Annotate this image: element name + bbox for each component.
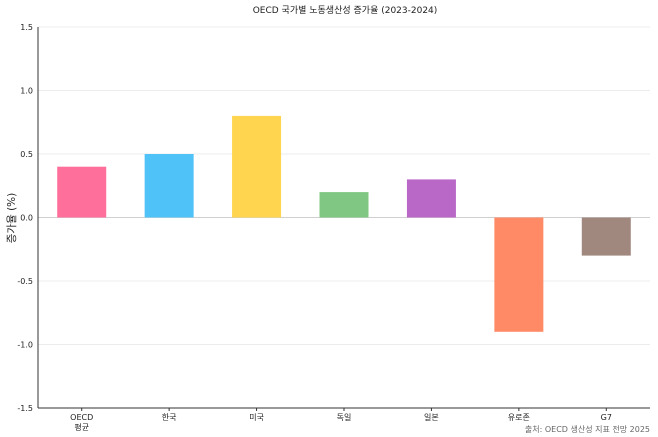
bar (406, 179, 456, 218)
x-tick-label: OECD 평균 (70, 413, 93, 432)
chart-title: OECD 국가별 노동생산성 증가율 (2023-2024) (253, 5, 438, 16)
bar (57, 166, 107, 218)
bar (494, 217, 544, 332)
y-tick-label: 1.0 (20, 87, 33, 96)
y-tick-label: 0.0 (20, 214, 33, 223)
source-note: 출처: OECD 생산성 지표 전망 2025 (525, 424, 650, 434)
y-tick-label: -0.5 (17, 277, 33, 286)
bars (57, 115, 631, 332)
x-tick-label: 유로존 (508, 413, 530, 422)
x-tick-label: 한국 (162, 413, 177, 422)
x-tick-label: 독일 (337, 413, 352, 422)
y-tick-label: -1.0 (17, 341, 33, 350)
x-tick-label: 미국 (249, 413, 264, 422)
y-tick-label: 1.5 (20, 23, 33, 32)
y-tick-labels: 1.5 1.0 0.5 0.0 -0.5 -1.0 -1.5 (17, 23, 33, 413)
x-tick-label: 일본 (424, 413, 439, 422)
bar (319, 192, 369, 218)
bar (144, 154, 194, 218)
x-tick-labels: OECD 평균 한국 미국 독일 일본 유로존 G7 (70, 408, 612, 432)
bar (581, 217, 631, 256)
x-tick-label: G7 (601, 413, 612, 422)
bar (232, 115, 282, 218)
y-axis-label: 증가율 (%) (6, 193, 18, 244)
gridlines (38, 26, 650, 345)
y-tick-label: -1.5 (17, 404, 33, 413)
y-tick-label: 0.5 (20, 150, 33, 159)
